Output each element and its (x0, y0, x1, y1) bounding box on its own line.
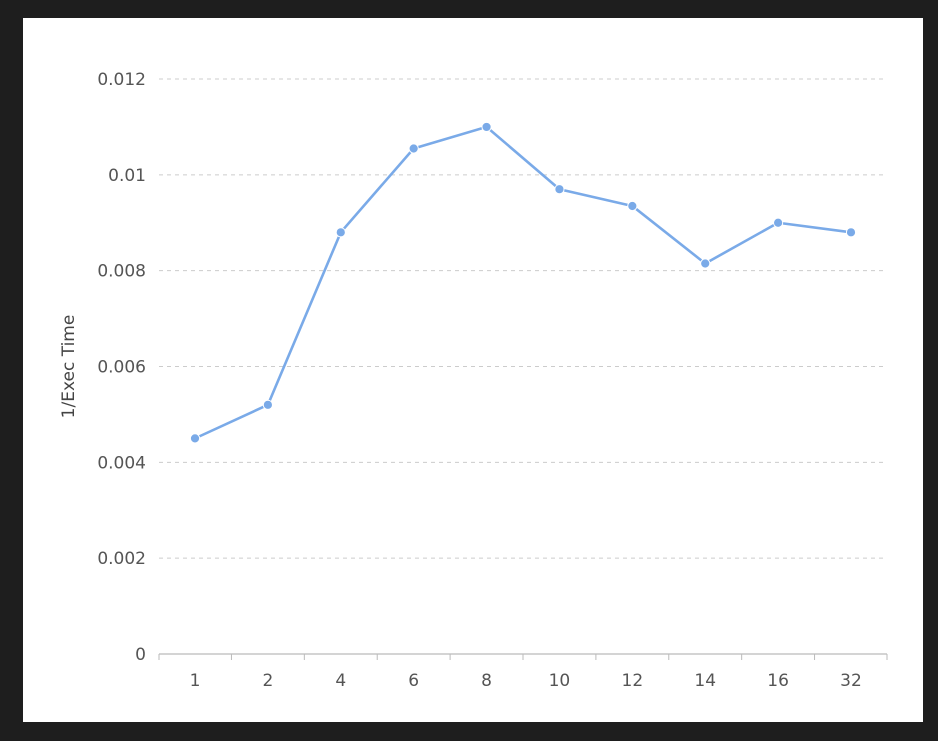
y-tick-label: 0.002 (97, 549, 146, 569)
data-point[interactable] (262, 399, 273, 410)
data-point[interactable] (335, 227, 346, 238)
x-tick-label: 8 (481, 671, 492, 691)
data-point[interactable] (481, 121, 492, 133)
x-tick-label: 16 (767, 671, 789, 691)
data-point[interactable] (554, 184, 565, 195)
x-tick-label: 1 (190, 671, 201, 691)
chart-panel: 0 0.002 0.004 0.006 0.008 0.01 0.012 1 2 4 6 8 10 12… (23, 18, 923, 722)
x-tick-label: 32 (840, 671, 862, 691)
x-tick-label: 12 (622, 671, 644, 691)
data-point[interactable] (189, 433, 201, 444)
y-tick-label: 0 (135, 645, 146, 665)
data-point[interactable] (845, 227, 857, 238)
y-tick-label: 0.01 (108, 166, 146, 186)
x-tick-label: 2 (262, 671, 273, 691)
x-tick-label: 6 (408, 671, 419, 691)
x-tick-label: 4 (335, 671, 346, 691)
y-tick-label: 0.008 (97, 262, 146, 282)
y-tick-label: 0.006 (97, 358, 146, 378)
grid-lines (159, 78, 887, 559)
x-tick-label: 14 (694, 671, 716, 691)
data-series (189, 121, 857, 444)
data-point[interactable] (408, 143, 419, 154)
series-line (193, 125, 853, 440)
data-point[interactable] (773, 217, 784, 228)
y-tick-label: 0.012 (97, 70, 146, 90)
data-point[interactable] (700, 258, 711, 269)
y-axis-title: 1/Exec Time (59, 315, 79, 419)
data-point[interactable] (627, 200, 638, 212)
x-tick-label: 10 (549, 671, 571, 691)
x-axis: 1 2 4 6 8 10 12 14 16 32 (158, 653, 888, 691)
y-axis-ticks: 0 0.002 0.004 0.006 0.008 0.01 0.012 (97, 70, 146, 665)
y-tick-label: 0.004 (97, 453, 146, 473)
